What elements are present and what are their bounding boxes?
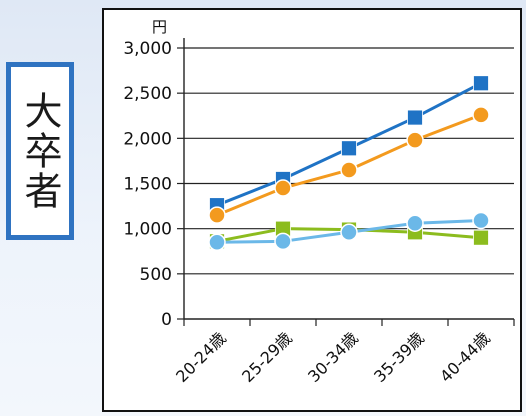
data-point-square: [473, 229, 489, 246]
data-point-circle: [472, 211, 490, 230]
data-point-square: [407, 109, 423, 126]
data-point-circle: [208, 233, 226, 251]
data-point-circle: [274, 179, 292, 197]
x-tick-label: 25-29歳: [238, 328, 296, 386]
y-tick-label: 2,500: [123, 84, 172, 104]
y-tick-label: 0: [161, 310, 172, 330]
data-point-circle: [472, 106, 490, 124]
x-tick-label: 35-39歳: [370, 328, 428, 386]
y-tick-label: 1,000: [123, 220, 172, 240]
category-label-box: 大卒者: [6, 62, 74, 240]
series: [208, 75, 490, 251]
x-tick-label: 40-44歳: [436, 328, 494, 386]
gridlines: [184, 47, 514, 275]
y-tick-label: 2,000: [123, 129, 172, 149]
y-tick-label: 3,000: [123, 39, 172, 59]
data-point-circle: [406, 214, 424, 232]
data-point-square: [341, 140, 357, 157]
y-tick-label: 500: [140, 265, 172, 285]
chart-frame: 円 0 500 1,000 1,500 2,000 2,500 3,000 20-24歳 25-…: [102, 8, 522, 412]
y-tick-label: 1,500: [123, 175, 172, 195]
data-point-circle: [340, 223, 358, 242]
x-tick-label: 30-34歳: [304, 328, 362, 386]
y-unit-label: 円: [152, 18, 167, 36]
data-point-circle: [406, 131, 424, 149]
axes: 円 0 500 1,000 1,500 2,000 2,500 3,000 20-24歳 25-…: [123, 18, 515, 386]
data-point-circle: [340, 161, 358, 179]
data-point-circle: [208, 206, 226, 224]
x-tick-label: 20-24歳: [172, 328, 230, 386]
data-point-circle: [274, 232, 292, 251]
category-label: 大卒者: [18, 91, 62, 211]
data-point-square: [473, 75, 489, 92]
line-chart: 円 0 500 1,000 1,500 2,000 2,500 3,000 20-24歳 25-…: [123, 18, 515, 386]
